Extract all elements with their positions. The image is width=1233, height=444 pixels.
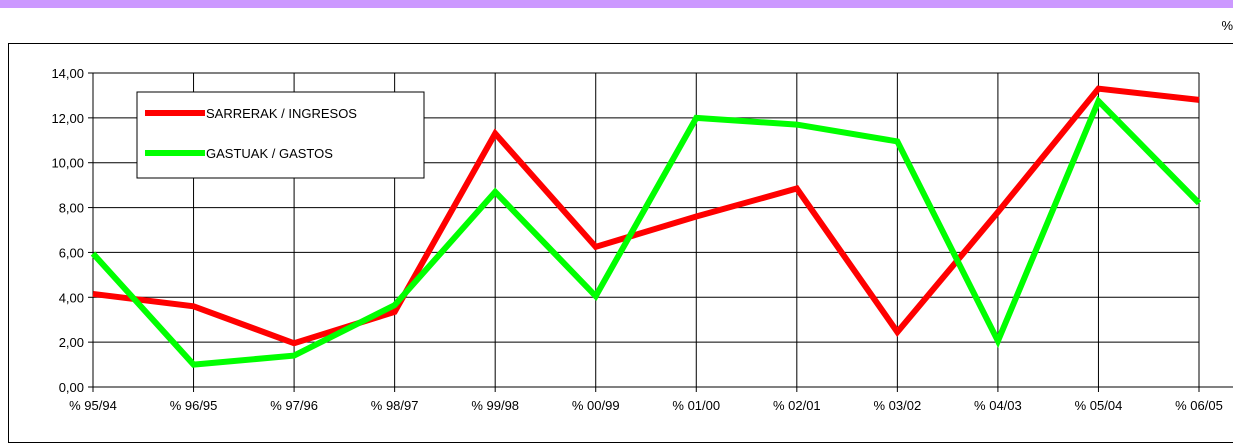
x-tick-label: % 99/98 xyxy=(471,398,519,413)
x-tick-label: % 05/04 xyxy=(1075,398,1123,413)
y-tick-label: 12,00 xyxy=(51,111,84,126)
y-tick-label: 8,00 xyxy=(59,201,84,216)
legend-label-1: SARRERAK / INGRESOS xyxy=(206,106,357,121)
x-tick-label: % 96/95 xyxy=(170,398,218,413)
legend-label-2: GASTUAK / GASTOS xyxy=(206,146,333,161)
x-tick-label: % 03/02 xyxy=(874,398,922,413)
legend-box xyxy=(136,91,425,179)
legend: SARRERAK / INGRESOS GASTUAK / GASTOS xyxy=(136,91,425,179)
series-line-2 xyxy=(90,95,1202,368)
y-tick-label: 10,00 xyxy=(51,156,84,171)
chart-frame: 0,00 2,00 4,00 6,00 8,00 10,00 12,00 14,00 % 95/… xyxy=(8,43,1233,443)
y-tick-label: 2,00 xyxy=(59,335,84,350)
x-tick-label: % 02/01 xyxy=(773,398,821,413)
y-tick-label: 4,00 xyxy=(59,290,84,305)
x-tick-label: % 98/97 xyxy=(371,398,419,413)
axes: 0,00 2,00 4,00 6,00 8,00 10,00 12,00 14,00 % 95/… xyxy=(51,66,1233,413)
y-tick-label: 14,00 xyxy=(51,66,84,81)
series-line-1 xyxy=(92,85,1200,347)
top-color-band xyxy=(0,0,1233,8)
series-lines xyxy=(90,85,1202,368)
x-tick-label: % 04/03 xyxy=(974,398,1022,413)
x-tick-label: % 95/94 xyxy=(69,398,117,413)
x-tick-label: % 01/00 xyxy=(672,398,720,413)
unit-label: % xyxy=(1221,18,1233,33)
x-tick-label: % 06/05 xyxy=(1175,398,1223,413)
x-tick-label: % 00/99 xyxy=(572,398,620,413)
y-tick-label: 0,00 xyxy=(59,380,84,395)
x-tick-label: % 97/96 xyxy=(270,398,318,413)
line-chart: 0,00 2,00 4,00 6,00 8,00 10,00 12,00 14,00 % 95/… xyxy=(51,66,1233,413)
y-tick-label: 6,00 xyxy=(59,245,84,260)
